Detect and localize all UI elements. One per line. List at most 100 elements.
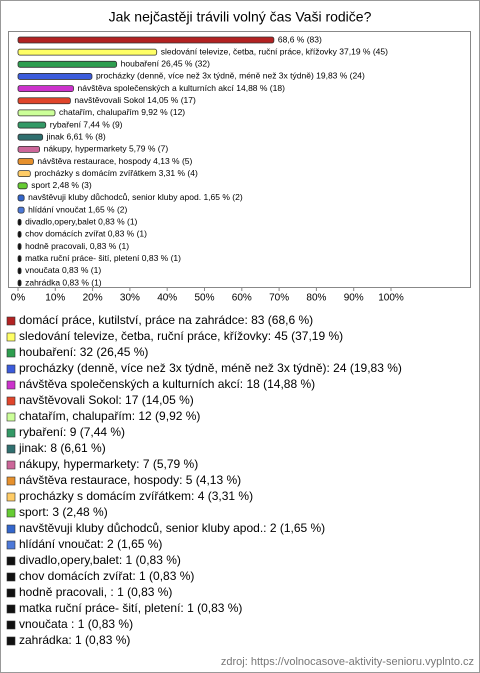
bar bbox=[17, 170, 31, 178]
legend-swatch bbox=[6, 492, 16, 502]
legend-swatch bbox=[6, 540, 16, 550]
bar bbox=[17, 145, 40, 153]
legend-label: sport: 3 (2,48 %) bbox=[19, 505, 108, 519]
legend-swatch bbox=[6, 428, 16, 438]
bar-label: návštěva restaurace, hospody 4,13 % (5) bbox=[37, 156, 192, 166]
bar-label: matka ruční práce- šití, pletení 0,83 % … bbox=[25, 253, 181, 263]
x-tick-label: 80% bbox=[306, 293, 326, 304]
x-tick-label: 60% bbox=[232, 293, 252, 304]
bar-label: 68,6 % (83) bbox=[278, 34, 322, 44]
legend-label: houbaření: 32 (26,45 %) bbox=[19, 345, 148, 359]
legend-label: zahrádka: 1 (0,83 %) bbox=[19, 633, 130, 647]
bar bbox=[17, 230, 22, 238]
legend-swatch bbox=[6, 604, 16, 614]
bar-label: hodně pracovali, 0,83 % (1) bbox=[25, 241, 129, 251]
bar-label: návštěva společenských a kulturních akcí… bbox=[78, 83, 286, 93]
legend-label: rybaření: 9 (7,44 %) bbox=[19, 425, 125, 439]
legend-label: hodně pracovali, : 1 (0,83 %) bbox=[19, 585, 172, 599]
plot-frame bbox=[8, 31, 471, 288]
bar bbox=[17, 121, 47, 129]
legend-label: nákupy, hypermarkety: 7 (5,79 %) bbox=[19, 457, 198, 471]
legend-label: domácí práce, kutilství, práce na zahrád… bbox=[19, 313, 313, 327]
bar-label: divadlo,opery,balet 0,83 % (1) bbox=[25, 217, 137, 227]
bar-label: navštěvuji kluby důchodců, senior kluby … bbox=[28, 192, 243, 202]
bar-label: sledování televize, četba, ruční práce, … bbox=[161, 46, 388, 56]
legend-swatch bbox=[6, 476, 16, 486]
legend-swatch bbox=[6, 380, 16, 390]
legend-label: hlídání vnoučat: 2 (1,65 %) bbox=[19, 537, 162, 551]
legend-swatch bbox=[6, 364, 16, 374]
bar-label: chatařím, chalupařím 9,92 % (12) bbox=[59, 107, 185, 117]
bar bbox=[17, 48, 158, 56]
legend-swatch bbox=[6, 620, 16, 630]
legend-label: procházky s domácím zvířátkem: 4 (3,31 %… bbox=[19, 489, 253, 503]
legend-label: sledování televize, četba, ruční práce, … bbox=[19, 329, 343, 343]
x-tick-label: 40% bbox=[157, 293, 177, 304]
legend-label: návštěva společenských a kulturních akcí… bbox=[19, 377, 315, 391]
bar-label: procházky s domácím zvířátkem 3,31 % (4) bbox=[34, 168, 198, 178]
bar bbox=[17, 60, 118, 68]
legend-swatch bbox=[6, 572, 16, 582]
legend-label: vnoučata : 1 (0,83 %) bbox=[19, 617, 133, 631]
legend-swatch bbox=[6, 524, 16, 534]
bar bbox=[17, 206, 25, 214]
bar-label: houbaření 26,45 % (32) bbox=[121, 59, 210, 69]
legend-swatch bbox=[6, 460, 16, 470]
bar bbox=[17, 194, 25, 202]
chart-title: Jak nejčastěji trávili volný čas Vaši ro… bbox=[109, 9, 372, 25]
x-tick-label: 50% bbox=[194, 293, 214, 304]
bar bbox=[17, 255, 22, 263]
bar bbox=[17, 158, 34, 165]
bar bbox=[17, 218, 22, 226]
x-tick-label: 100% bbox=[378, 293, 404, 304]
legend-label: divadlo,opery,balet: 1 (0,83 %) bbox=[19, 553, 181, 567]
x-tick-label: 0% bbox=[11, 293, 26, 304]
legend-swatch bbox=[6, 588, 16, 598]
legend-label: návštěva restaurace, hospody: 5 (4,13 %) bbox=[19, 473, 241, 487]
legend-label: jinak: 8 (6,61 %) bbox=[18, 441, 106, 455]
bar bbox=[17, 73, 93, 80]
x-tick-label: 10% bbox=[45, 293, 65, 304]
bar bbox=[17, 133, 44, 141]
bar-label: zahrádka 0,83 % (1) bbox=[25, 277, 102, 287]
legend-swatch bbox=[6, 636, 16, 646]
bar bbox=[17, 279, 22, 287]
bar bbox=[17, 267, 22, 275]
legend-label: navštěvuji kluby důchodců, senior kluby … bbox=[19, 521, 325, 535]
bar bbox=[17, 36, 275, 44]
legend-label: chov domácích zvířat: 1 (0,83 %) bbox=[19, 569, 194, 583]
source: zdroj: https://volnocasove-aktivity-seni… bbox=[221, 656, 474, 668]
bar-label: nákupy, hypermarkety 5,79 % (7) bbox=[44, 144, 169, 154]
legend-swatch bbox=[6, 332, 16, 342]
legend-swatch bbox=[6, 348, 16, 358]
bar-label: jinak 6,61 % (8) bbox=[46, 131, 106, 141]
legend-label: matka ruční práce- šití, pletení: 1 (0,8… bbox=[19, 601, 242, 615]
legend-swatch bbox=[6, 396, 16, 406]
legend-swatch bbox=[6, 508, 16, 518]
bar-label: navštěvovali Sokol 14,05 % (17) bbox=[74, 95, 196, 105]
bar bbox=[17, 85, 74, 92]
x-tick-label: 90% bbox=[344, 293, 364, 304]
bar-label: procházky (denně, více než 3x týdně, mén… bbox=[96, 71, 365, 81]
legend-swatch bbox=[6, 412, 16, 422]
bar bbox=[17, 109, 56, 117]
bar bbox=[17, 182, 28, 190]
bar-label: rybaření 7,44 % (9) bbox=[50, 119, 123, 129]
legend-label: procházky (denně, více než 3x týdně, mén… bbox=[19, 361, 402, 375]
bar-label: vnoučata 0,83 % (1) bbox=[25, 265, 101, 275]
x-tick-label: 70% bbox=[269, 293, 289, 304]
legend-swatch bbox=[6, 316, 16, 326]
legend-swatch bbox=[6, 556, 16, 566]
bar-label: sport 2,48 % (3) bbox=[31, 180, 92, 190]
bar bbox=[17, 243, 22, 250]
bar-label: chov domácích zvířat 0,83 % (1) bbox=[25, 229, 147, 239]
x-tick-label: 30% bbox=[120, 293, 140, 304]
bar-label: hlídání vnoučat 1,65 % (2) bbox=[28, 204, 127, 214]
legend-label: chatařím, chalupařím: 12 (9,92 %) bbox=[19, 409, 200, 423]
legend-label: navštěvovali Sokol: 17 (14,05 %) bbox=[19, 393, 194, 407]
x-tick-label: 20% bbox=[83, 293, 103, 304]
legend-swatch bbox=[6, 444, 16, 454]
bar bbox=[17, 97, 71, 105]
